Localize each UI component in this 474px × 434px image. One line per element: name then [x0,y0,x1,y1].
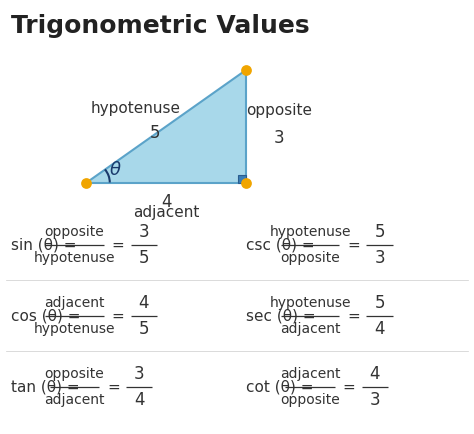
Text: 5: 5 [139,249,149,267]
Text: opposite: opposite [280,393,340,407]
Text: hypotenuse: hypotenuse [34,251,115,265]
Text: =: = [112,309,124,324]
Text: opposite: opposite [45,368,104,381]
Text: 4: 4 [374,320,385,338]
Text: 3: 3 [374,249,385,267]
Text: 5: 5 [374,294,385,312]
Text: adjacent: adjacent [280,368,340,381]
Text: sec (θ) =: sec (θ) = [246,309,316,324]
Text: $\theta$: $\theta$ [109,161,121,179]
Text: hypotenuse: hypotenuse [34,322,115,336]
Text: adjacent: adjacent [280,322,340,336]
Text: cot (θ) =: cot (θ) = [246,380,314,395]
Text: cos (θ) =: cos (θ) = [11,309,80,324]
Text: 4: 4 [134,391,145,409]
Point [243,67,250,74]
Text: hypotenuse: hypotenuse [269,296,351,310]
Text: =: = [347,237,360,253]
Text: sin (θ) =: sin (θ) = [11,237,76,253]
Text: opposite: opposite [45,225,104,239]
Text: =: = [343,380,356,395]
Text: 4: 4 [370,365,380,383]
Text: 3: 3 [274,128,285,147]
Text: Trigonometric Values: Trigonometric Values [11,14,310,38]
Text: hypotenuse: hypotenuse [91,101,181,116]
Text: 3: 3 [370,391,380,409]
Text: 3: 3 [138,223,149,241]
Text: 5: 5 [374,223,385,241]
Point [243,179,250,186]
Text: =: = [112,237,124,253]
Text: hypotenuse: hypotenuse [269,225,351,239]
Text: adjacent: adjacent [133,205,200,220]
Text: 5: 5 [139,320,149,338]
Text: opposite: opposite [280,251,340,265]
Text: csc (θ) =: csc (θ) = [246,237,315,253]
Text: 4: 4 [139,294,149,312]
Text: =: = [347,309,360,324]
Text: opposite: opposite [246,103,312,118]
Text: adjacent: adjacent [44,393,105,407]
Bar [238,175,246,183]
Polygon shape [86,70,246,183]
Text: 4: 4 [161,193,172,211]
Text: =: = [107,380,119,395]
Point [82,179,90,186]
Text: tan (θ) =: tan (θ) = [11,380,80,395]
Text: 3: 3 [134,365,145,383]
Text: adjacent: adjacent [44,296,105,310]
Text: 5: 5 [149,124,160,142]
